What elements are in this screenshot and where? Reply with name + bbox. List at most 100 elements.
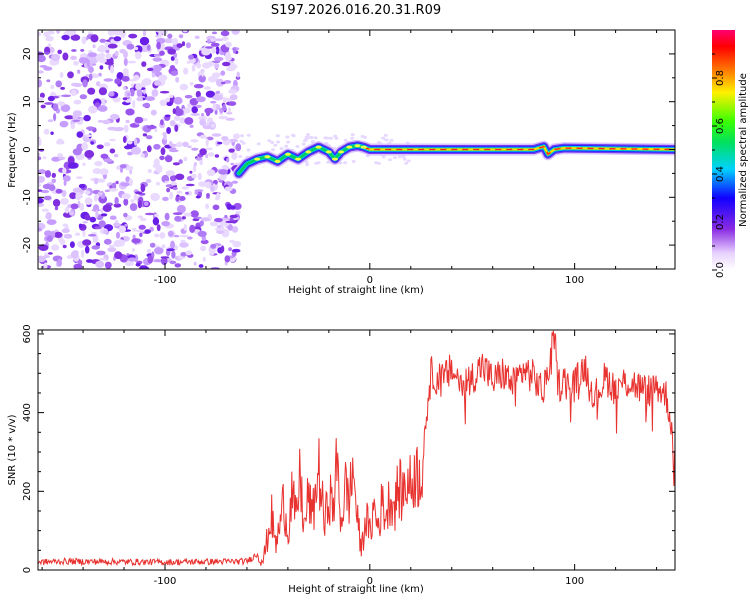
noise-blob: [207, 61, 214, 67]
y-tick-label: 0: [22, 146, 33, 152]
noise-blob: [57, 101, 65, 107]
noise-blob: [211, 133, 222, 137]
y-tick-label: 400: [22, 403, 33, 422]
noise-blob: [210, 42, 220, 47]
noise-blob: [134, 116, 144, 124]
noise-blob: [160, 147, 166, 156]
noise-blob: [38, 70, 44, 74]
noise-blob: [92, 168, 102, 175]
trace-hotspot: [315, 145, 322, 149]
noise-blob: [91, 245, 100, 250]
noise-blob: [195, 90, 201, 98]
noise-blob: [305, 163, 310, 166]
noise-blob: [215, 90, 221, 95]
x-tick-label: 100: [565, 275, 584, 286]
noise-blob: [404, 161, 409, 165]
noise-blob: [89, 216, 97, 223]
noise-blob: [189, 224, 196, 233]
noise-blob: [220, 30, 230, 37]
noise-blob: [140, 44, 149, 53]
noise-blob: [179, 117, 186, 124]
noise-blob: [74, 232, 81, 236]
noise-blob: [161, 221, 171, 227]
noise-blob: [227, 224, 233, 231]
noise-blob: [38, 244, 49, 252]
noise-blob: [121, 193, 131, 200]
noise-blob: [120, 182, 130, 187]
noise-blob: [73, 263, 83, 269]
noise-blob: [233, 133, 240, 139]
noise-blob: [273, 143, 278, 147]
noise-blob: [185, 183, 195, 187]
noise-blob: [97, 105, 108, 112]
noise-blob: [267, 139, 272, 143]
noise-blob: [196, 96, 206, 103]
noise-blob: [170, 56, 175, 61]
noise-blob: [92, 234, 99, 244]
noise-blob: [225, 51, 232, 60]
noise-blob: [38, 197, 44, 204]
noise-blob: [165, 97, 171, 103]
noise-blob: [187, 236, 193, 240]
noise-blob: [231, 226, 239, 233]
noise-blob: [57, 49, 62, 55]
noise-blob: [145, 135, 153, 140]
noise-blob: [79, 94, 88, 100]
noise-blob: [222, 61, 231, 67]
noise-blob: [194, 35, 200, 40]
noise-blob: [232, 47, 237, 54]
noise-blob: [109, 113, 120, 120]
noise-blob: [107, 30, 116, 36]
noise-blob: [193, 162, 197, 167]
noise-blob: [156, 41, 161, 50]
noise-blob: [207, 38, 211, 44]
noise-blob: [124, 145, 132, 150]
noise-blob: [182, 141, 189, 147]
noise-blob: [38, 202, 45, 207]
noise-blob: [60, 86, 65, 90]
noise-blob: [41, 208, 49, 212]
noise-blob: [219, 222, 230, 227]
noise-blob: [326, 160, 331, 164]
noise-blob: [124, 165, 134, 171]
noise-blob: [54, 206, 59, 211]
noise-blob: [147, 67, 154, 72]
noise-blob: [122, 136, 127, 143]
noise-blob: [220, 70, 226, 76]
noise-blob: [128, 33, 138, 39]
noise-blob: [137, 200, 142, 209]
trace-hotspot: [332, 157, 338, 161]
x-tick-label: -100: [154, 576, 177, 587]
noise-blob: [114, 127, 125, 131]
noise-blob: [235, 143, 242, 152]
noise-blob: [198, 116, 208, 121]
noise-blob: [197, 230, 207, 237]
noise-blob: [225, 41, 232, 48]
noise-blob: [190, 210, 199, 218]
noise-blob: [160, 256, 170, 259]
noise-blob: [180, 239, 186, 243]
noise-blob: [334, 136, 339, 140]
noise-blob: [209, 250, 215, 256]
noise-blob: [213, 94, 223, 101]
trace-hotspot: [305, 150, 312, 154]
noise-blob: [91, 209, 101, 212]
noise-blob: [159, 50, 165, 56]
noise-blob: [67, 71, 74, 79]
noise-blob: [58, 156, 66, 160]
y-tick-label: 600: [22, 324, 33, 343]
noise-blob: [186, 61, 191, 64]
noise-blob: [67, 162, 78, 169]
noise-blob: [70, 203, 79, 210]
noise-blob: [141, 61, 147, 67]
noise-blob: [129, 203, 138, 212]
noise-blob: [121, 76, 130, 82]
noise-blob: [159, 232, 166, 239]
noise-blob: [131, 238, 141, 244]
noise-blob: [52, 103, 59, 112]
noise-blob: [94, 161, 103, 167]
noise-blob: [397, 155, 402, 159]
noise-blob: [179, 196, 186, 201]
noise-blob: [155, 30, 165, 33]
